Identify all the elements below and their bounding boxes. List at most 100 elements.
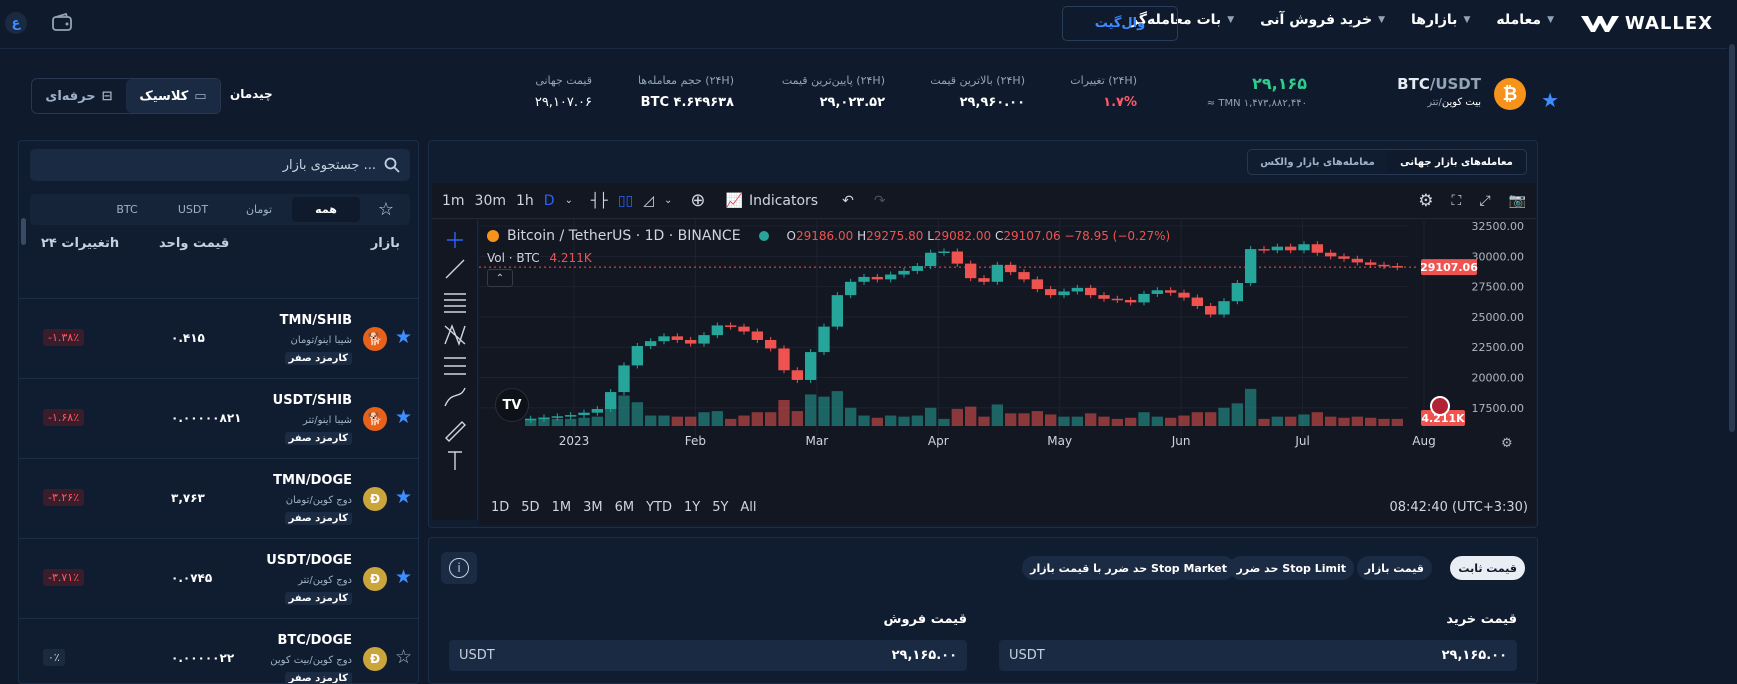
wallgate-button[interactable]: وال‌گیت	[1062, 6, 1178, 41]
collapse-legend-icon[interactable]: ⌃	[487, 269, 513, 287]
range-5d[interactable]: 5D	[521, 500, 540, 515]
nav-item-trade[interactable]: معامله ▼	[1496, 12, 1554, 28]
info-button[interactable]: i	[441, 552, 477, 584]
bar-chart-icon[interactable]: ┤├	[590, 192, 608, 209]
interval-1m[interactable]: 1m	[442, 192, 465, 209]
range-all[interactable]: All	[740, 500, 757, 515]
interval-30m[interactable]: 30m	[474, 192, 506, 209]
nav-item-instant[interactable]: خرید فروش آنی ▼	[1260, 12, 1385, 28]
symbol-title: Bitcoin / TetherUS · 1D · BINANCE	[507, 228, 741, 244]
maximize-icon[interactable]: ⤢	[1479, 192, 1491, 209]
order-type-stop-market[interactable]: حد ضرر با قیمت بازار Stop Market	[1022, 556, 1235, 580]
buy-price-input[interactable]: USDT ۲۹,۱۶۵.۰۰	[999, 640, 1517, 671]
range-5y[interactable]: 5Y	[712, 500, 729, 515]
tab-btc[interactable]: BTC	[116, 203, 138, 216]
camera-icon[interactable]: 📷	[1508, 192, 1526, 209]
range-1m[interactable]: 1M	[551, 500, 572, 515]
favorite-star-icon[interactable]: ★	[394, 566, 412, 588]
page-scrollbar[interactable]	[1727, 0, 1737, 684]
tab-all[interactable]: همه	[292, 197, 360, 222]
settings-icon[interactable]: ⚙	[1418, 190, 1434, 211]
wallex-logo[interactable]: WALLEX	[1580, 13, 1713, 34]
zero-fee-badge: کارمزد صفر	[284, 352, 352, 365]
market-row[interactable]: TMN/DOGE دوج کوین/تومان کارمزد صفر Ð ★ ۳…	[19, 458, 418, 538]
fib-icon[interactable]	[444, 293, 466, 313]
redo-icon[interactable]: ↷	[873, 192, 886, 209]
row-sub: دوج کوین/بیت کوین	[270, 655, 352, 666]
favorite-star-icon[interactable]: ★	[394, 326, 412, 348]
candles-icon[interactable]: ▯▯	[617, 192, 634, 209]
range-1d[interactable]: 1D	[491, 500, 510, 515]
sell-price-input[interactable]: USDT ۲۹,۱۶۵.۰۰	[449, 640, 967, 671]
pen-icon[interactable]	[445, 421, 466, 442]
crosshair-icon[interactable]	[447, 232, 463, 248]
market-row[interactable]: TMN/SHIB شیبا اینو/تومان کارمزد صفر 🐕 ★ …	[19, 298, 418, 378]
favorite-star-icon[interactable]: ★	[394, 486, 412, 508]
stat-value: ۲۹,۱۰۷.۰۶	[534, 95, 592, 110]
candlestick-chart[interactable]: 32500.00 30000.00 27500.00 25000.00 22500.00…	[479, 220, 1536, 490]
range-6m[interactable]: 6M	[614, 500, 635, 515]
tab-global-trades[interactable]: معامله‌های بازار جهانی	[1387, 150, 1526, 174]
market-row[interactable]: USDT/DOGE دوج کوین/تتر کارمزد صفر Ð ★ ۰.…	[19, 538, 418, 618]
volume-bar	[991, 404, 1003, 426]
us-flag-icon[interactable]	[1430, 396, 1450, 416]
interval-1h[interactable]: 1h	[516, 192, 534, 209]
area-chart-icon[interactable]: ◿	[643, 192, 655, 209]
scrollbar-thumb[interactable]	[1729, 44, 1735, 432]
market-search-input[interactable]: جستجوی بازار ...	[30, 149, 410, 181]
language-badge[interactable]: ع	[5, 12, 27, 34]
axis-settings-icon[interactable]: ⚙	[1501, 436, 1513, 451]
favorite-star-icon[interactable]: ★	[394, 406, 412, 428]
interval-dropdown-icon[interactable]: ⌄	[564, 195, 573, 206]
pattern-icon[interactable]	[444, 324, 466, 347]
indicators-button[interactable]: Indicators	[748, 192, 819, 209]
price-axis[interactable]: 32500.00 30000.00 27500.00 25000.00 22500.00…	[1420, 220, 1524, 426]
nav-item-bot[interactable]: بات معامله‌گر ▼	[1130, 12, 1234, 28]
prediction-icon[interactable]	[444, 357, 466, 375]
chart-clock[interactable]: 08:42:40 (UTC+3:30)	[1389, 500, 1528, 515]
tradingview-logo-icon[interactable]: TV	[495, 388, 529, 422]
add-compare-icon[interactable]: ⊕	[690, 190, 706, 211]
favorite-star-icon[interactable]: ★	[1541, 88, 1559, 112]
col-change[interactable]: تغییرات ۲۴h	[41, 236, 120, 251]
candle-body	[1178, 292, 1190, 298]
brush-icon[interactable]	[444, 387, 466, 407]
range-1y[interactable]: 1Y	[683, 500, 701, 515]
col-market[interactable]: بازار	[370, 236, 400, 251]
order-type-market[interactable]: قیمت بازار	[1356, 556, 1432, 580]
sell-currency: USDT	[459, 648, 495, 663]
tab-wallex-trades[interactable]: معامله‌های بازار والکس	[1260, 156, 1375, 168]
undo-icon[interactable]: ↶	[842, 192, 854, 209]
candle-body	[725, 325, 737, 327]
text-tool-icon[interactable]	[448, 451, 462, 470]
stat-label: حجم معامله‌ها (۲۴H)	[637, 74, 734, 87]
time-axis[interactable]: 2023 Feb Mar Apr May Jun Jul Aug	[559, 434, 1436, 448]
layout-classic-button[interactable]: کلاسیک ▭	[126, 79, 220, 113]
chart-type-dropdown-icon[interactable]: ⌄	[664, 195, 673, 206]
list-scrollbar-thumb[interactable]	[21, 218, 26, 245]
indicators-icon[interactable]: 📈	[725, 192, 743, 209]
favorite-star-outline-icon[interactable]: ☆	[394, 646, 412, 668]
order-type-stop-limit[interactable]: حد ضرر Stop Limit	[1228, 556, 1354, 580]
market-row[interactable]: USDT/SHIB شیبا اینو/تتر کارمزد صفر 🐕 ★ ۰…	[19, 378, 418, 458]
nav-item-markets[interactable]: بازارها ▼	[1411, 12, 1470, 28]
tab-usdt[interactable]: USDT	[177, 203, 209, 216]
favorites-star-icon[interactable]: ☆	[377, 199, 395, 220]
trendline-icon[interactable]	[445, 259, 465, 279]
row-sub: دوج کوین/تومان	[285, 495, 352, 506]
market-row[interactable]: BTC/DOGE دوج کوین/بیت کوین کارمزد صفر Ð …	[19, 618, 418, 683]
layout-pro-button[interactable]: حرفه‌ای ⊟	[32, 79, 126, 113]
range-3m[interactable]: 3M	[583, 500, 603, 515]
price-chart[interactable]: 32500.00 30000.00 27500.00 25000.00 22500.00…	[479, 220, 1536, 520]
volume-bar	[951, 408, 963, 426]
col-price[interactable]: قیمت واحد	[159, 236, 230, 251]
interval-d[interactable]: D	[543, 192, 555, 209]
last-volume-text: 4.211K	[1421, 412, 1465, 425]
range-ytd[interactable]: YTD	[646, 500, 672, 515]
market-filter-tabs: ☆ همه تومان USDT BTC	[30, 194, 410, 225]
candle-body	[1365, 262, 1377, 265]
fullscreen-icon[interactable]: ⛶	[1451, 192, 1462, 209]
wallet-icon[interactable]	[51, 12, 73, 38]
tab-toman[interactable]: تومان	[245, 203, 273, 216]
order-type-limit[interactable]: قیمت ثابت	[1450, 556, 1525, 580]
